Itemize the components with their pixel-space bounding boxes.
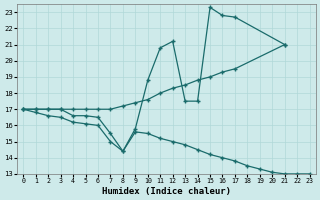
X-axis label: Humidex (Indice chaleur): Humidex (Indice chaleur): [102, 187, 231, 196]
